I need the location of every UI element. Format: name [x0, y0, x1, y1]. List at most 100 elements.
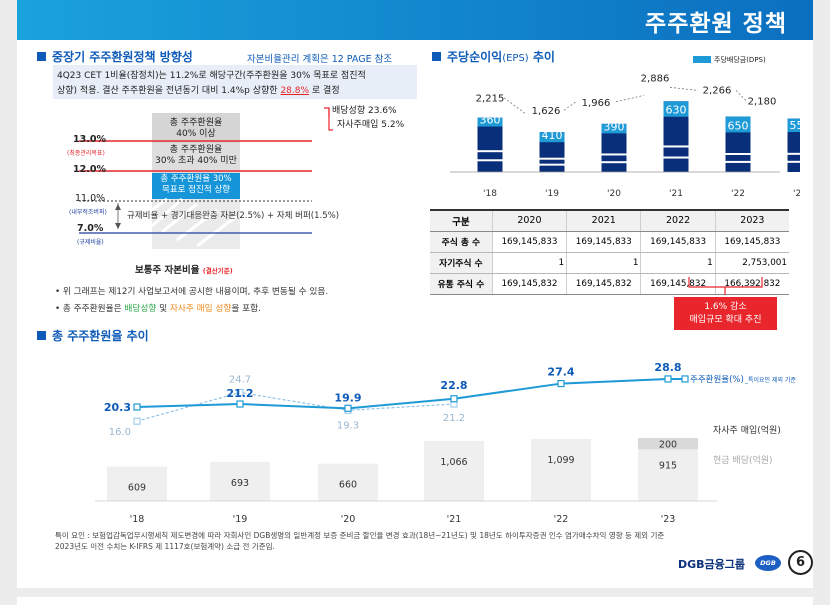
bar-stripe — [725, 160, 751, 163]
legend-tsr-label: 주주환원율(%) — [690, 374, 744, 385]
adjusted-tsr-label: 16.0 — [109, 427, 131, 438]
dps-bar — [477, 117, 503, 127]
callout-line1: 1.6% 감소 — [704, 302, 747, 312]
cash-dividend-label: 1,066 — [440, 457, 467, 468]
cash-dividend-label: 693 — [231, 478, 249, 489]
cash-dividend-label: 1,099 — [547, 455, 574, 466]
level-11-sub: (내부적조버퍼) — [69, 209, 107, 216]
dps-bar — [787, 118, 800, 133]
adjusted-tsr-point — [236, 388, 244, 396]
table-row: 주식 총 수 169,145,833 169,145,833 169,145,833 1… — [430, 231, 789, 253]
dps-bar — [539, 132, 565, 143]
arrow-down-icon — [115, 223, 121, 229]
level-11-label: 11.0% — [75, 193, 106, 204]
policy-reference: 자본비율관리 계획은 12 PAGE 참조 — [247, 54, 393, 65]
eps-leader — [669, 86, 699, 91]
legend-buyback: 자사주 매입(억원) — [713, 424, 781, 436]
tsr-value-label: 20.3 — [104, 401, 131, 414]
tsr-line — [136, 377, 685, 410]
buyback-ratio: 자사주매입 5.2% — [337, 120, 405, 130]
band-40plus — [152, 113, 240, 143]
table-cell: 1 — [640, 252, 716, 274]
table-cell: 166,392,832 — [715, 273, 789, 295]
dgb-logo-icon: DGB — [755, 555, 781, 571]
bar-stripe — [725, 152, 751, 155]
x-tick-label: '18 — [130, 514, 145, 525]
brand-name: DGB금융그룹 — [678, 558, 746, 571]
legend-dps-swatch — [693, 56, 711, 63]
bar-stripe — [663, 145, 689, 148]
table-header-0: 구분 — [430, 209, 493, 232]
footnote-2: 2023년도 이전 수치는 K-IFRS 제 1117호(보험계약) 소급 전 … — [55, 542, 275, 551]
page-number: 6 — [788, 550, 813, 575]
table-body: 주식 총 수 169,145,833 169,145,833 169,145,833 1… — [430, 231, 789, 295]
capital-ratio-diagram — [79, 107, 333, 249]
arrow-up-icon — [115, 204, 121, 210]
eps-bar — [477, 117, 503, 172]
table-cell: 169,145,833 — [566, 231, 642, 253]
bar-stripe — [787, 152, 800, 155]
tsr-point — [344, 404, 352, 412]
next-slide-edge — [17, 597, 813, 605]
policy-description-line1: 4Q23 CET 1비율(잠정치)는 11.2%로 해당구간(주주환원을 30%… — [57, 71, 366, 81]
tsr-value-label: 28.8 — [654, 361, 681, 374]
band-30to40 — [152, 143, 240, 173]
x-tick-label: '22 — [554, 514, 569, 525]
table-row-label: 주식 총 수 — [430, 231, 493, 253]
table-cell: 169,145,832 — [492, 273, 568, 295]
x-axis-title: 보통주 자본비율 (결산기준) — [135, 265, 233, 276]
x-tick-label: '21 — [669, 189, 683, 199]
x-tick-label: '21 — [447, 514, 462, 525]
table-row-label: 유통 주식 수 — [430, 273, 493, 295]
bar-stripe — [663, 156, 689, 159]
band-40plus-label: 총 주주환원율 40% 이상 — [169, 118, 223, 139]
bar-stripe — [477, 159, 503, 162]
footnote-1: 특이 요인 : 보험업감독업무시행세칙 제도변경에 따라 자회사인 DGB생명의… — [55, 531, 665, 540]
table-header-4: 2023 — [715, 209, 789, 232]
legend-cash-dividend: 현금 배당(억원) — [713, 454, 773, 466]
callout-line2: 매입규모 확대 추진 — [689, 315, 762, 325]
eps-chart: 360 '18 410 '19 390 '20 630 '21 650 '22 550 '23 2,21… — [450, 73, 800, 199]
bar-stripe — [539, 157, 565, 160]
slide: 주주환원 정책 중장기 주주환원정책 방향성 자본비율관리 계획은 12 PAG… — [17, 0, 813, 588]
cash-dividend-label: 660 — [339, 480, 357, 491]
table-cell: 169,145,832 — [640, 273, 716, 295]
square-bullet-icon — [37, 331, 46, 340]
adjusted-tsr-label: 19.3 — [337, 420, 359, 431]
dps-bar — [601, 123, 627, 134]
table-cell: 169,145,833 — [492, 231, 568, 253]
legend-tsr-marker — [681, 375, 689, 383]
x-tick-label: '18 — [483, 189, 497, 199]
square-bullet-icon — [37, 52, 46, 61]
band-target-label: 총 주주환원율 30% 목표로 점진적 상향 — [160, 174, 232, 195]
note-1: • 위 그래프는 제12기 사업보고서에 공시한 내용이며, 추후 변동될 수 … — [55, 287, 329, 297]
table-cell: 1 — [566, 252, 642, 274]
tsr-value-label: 21.2 — [226, 387, 253, 400]
cash-dividend-bar — [107, 466, 167, 501]
x-tick-label: '19 — [545, 189, 559, 199]
eps-value-label: 1,966 — [582, 98, 611, 109]
x-tick-label: '20 — [341, 514, 356, 525]
eps-section-title: 주당순이익(EPS) 추이 — [432, 48, 555, 65]
x-tick-label: '22 — [731, 189, 745, 199]
x-tick-label: '23 — [793, 189, 800, 199]
table-cell: 169,145,832 — [566, 273, 642, 295]
tsr-point — [450, 395, 458, 403]
policy-description-line2: 상향) 적용. 결산 주주환원을 전년동기 대비 1.4%p 상향한 28.8%… — [57, 86, 340, 96]
eps-leader — [735, 90, 747, 101]
buyback-label: 200 — [659, 440, 677, 451]
cash-dividend-bar — [531, 438, 591, 501]
tsr-point — [133, 403, 141, 411]
cash-dividend-bar — [424, 440, 484, 501]
table-header-3: 2022 — [640, 209, 716, 232]
x-tick-label: '20 — [607, 189, 621, 199]
header-bar: 주주환원 정책 — [17, 0, 813, 40]
dps-bar — [663, 101, 689, 117]
dps-label: 360 — [480, 114, 501, 127]
adjusted-tsr-label: 24.7 — [229, 374, 251, 385]
level-13-sub: (최종관리목표) — [67, 150, 105, 157]
decrease-bracket — [688, 277, 763, 295]
eps-value-label: 1,626 — [532, 106, 561, 117]
level-13-label: 13.0% — [73, 134, 106, 145]
table-cell: 169,145,833 — [715, 231, 789, 253]
